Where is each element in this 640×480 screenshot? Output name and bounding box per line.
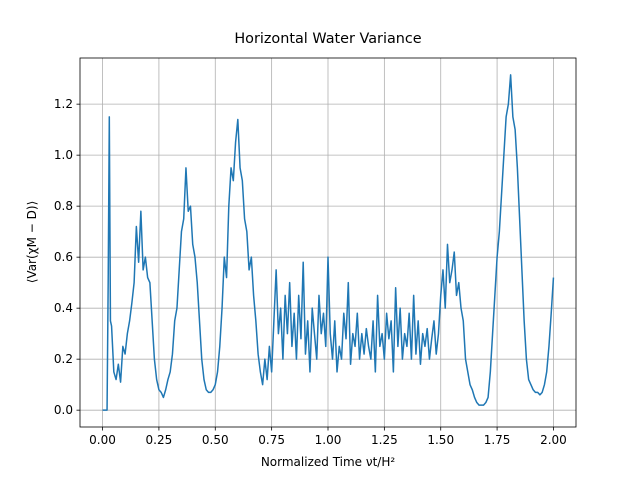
- y-tick-label: 0.4: [54, 301, 73, 315]
- y-tick-label: 0.6: [54, 250, 73, 264]
- x-tick-label: 0.75: [258, 433, 285, 447]
- y-tick-label: 1.2: [54, 97, 73, 111]
- x-tick-label: 1.75: [484, 433, 511, 447]
- x-tick-label: 0.25: [146, 433, 173, 447]
- x-tick-label: 2.00: [540, 433, 567, 447]
- y-tick-label: 1.0: [54, 148, 73, 162]
- y-tick-label: 0.0: [54, 403, 73, 417]
- plot: [102, 74, 555, 411]
- x-tick-label: 1.00: [315, 433, 342, 447]
- y-tick-label: 0.2: [54, 352, 73, 366]
- data-line: [102, 74, 555, 411]
- y-axis-label: ⟨Var(χM − D)⟩: [25, 201, 39, 284]
- chart-title: Horizontal Water Variance: [234, 31, 421, 47]
- y-tick-label: 0.8: [54, 199, 73, 213]
- ticks: 0.00 0.25 0.50 0.75 1.00 1.25 1.50 1.75 2.00 0.0 0…: [54, 97, 567, 447]
- x-tick-label: 0.00: [89, 433, 116, 447]
- x-axis-label: Normalized Time νt/H²: [261, 455, 396, 469]
- x-tick-label: 1.25: [371, 433, 398, 447]
- x-tick-label: 0.50: [202, 433, 229, 447]
- x-tick-label: 1.50: [427, 433, 454, 447]
